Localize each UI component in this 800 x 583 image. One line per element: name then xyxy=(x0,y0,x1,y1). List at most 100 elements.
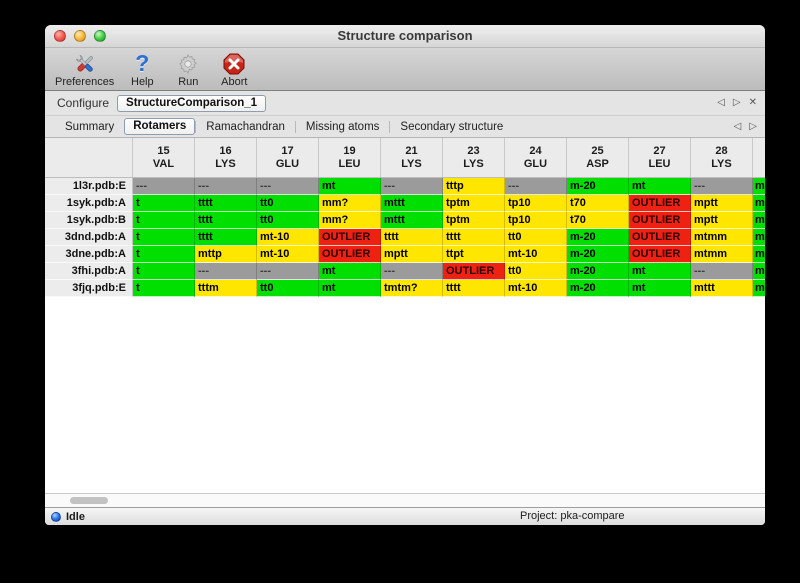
rotamer-cell[interactable]: m-20 xyxy=(567,246,629,263)
tab-rotamers[interactable]: Rotamers xyxy=(124,118,196,135)
rotamer-cell[interactable]: tt0 xyxy=(505,263,567,280)
minimize-button[interactable] xyxy=(74,30,86,42)
rotamer-cell[interactable]: mt xyxy=(629,263,691,280)
configure-next-icon[interactable]: ▷ xyxy=(732,97,741,108)
rotamer-cell[interactable]: m-20 xyxy=(567,229,629,246)
rotamer-cell[interactable]: mttt xyxy=(691,280,753,297)
rotamer-cell[interactable]: tmtm? xyxy=(381,280,443,297)
rotamer-cell[interactable]: mt-10 xyxy=(257,229,319,246)
rotamer-cell[interactable]: tttt xyxy=(195,195,257,212)
row-label[interactable]: 1syk.pdb:B xyxy=(45,212,133,229)
help-button[interactable]: ? Help xyxy=(124,51,160,89)
configure-close-icon[interactable]: ✕ xyxy=(748,97,757,108)
rotamer-cell[interactable]: mm? xyxy=(319,195,381,212)
tab-ramachandran[interactable]: Ramachandran xyxy=(206,120,285,133)
rotamer-cell[interactable]: --- xyxy=(195,263,257,280)
rotamer-cell[interactable]: tptm xyxy=(443,195,505,212)
rotamer-cell[interactable]: t xyxy=(133,229,195,246)
rotamer-cell[interactable]: m xyxy=(753,263,765,280)
rotamer-cell[interactable]: mttp xyxy=(195,246,257,263)
rotamer-cell[interactable]: mptt xyxy=(691,212,753,229)
rotamer-cell[interactable]: tp10 xyxy=(505,195,567,212)
rotamer-cell[interactable]: --- xyxy=(505,178,567,195)
preferences-button[interactable]: Preferences xyxy=(55,51,114,88)
rotamer-cell[interactable]: m-20 xyxy=(567,280,629,297)
rotamer-cell[interactable]: mt xyxy=(319,178,381,195)
tab-missing-atoms[interactable]: Missing atoms xyxy=(305,120,380,133)
rotamer-cell[interactable]: --- xyxy=(691,178,753,195)
rotamer-cell[interactable]: mtmm xyxy=(691,246,753,263)
row-label[interactable]: 3fjq.pdb:E xyxy=(45,280,133,297)
rotamer-cell[interactable]: mttt xyxy=(381,212,443,229)
rotamer-cell[interactable]: tt0 xyxy=(257,195,319,212)
zoom-button[interactable] xyxy=(94,30,106,42)
rotamer-cell[interactable]: tttt xyxy=(195,212,257,229)
abort-button[interactable]: Abort xyxy=(216,51,252,88)
rotamer-cell[interactable]: m xyxy=(753,195,765,212)
rotamer-cell[interactable]: tttt xyxy=(195,229,257,246)
rotamer-cell[interactable]: mtmm xyxy=(691,229,753,246)
rotamer-cell[interactable]: t70 xyxy=(567,212,629,229)
close-button[interactable] xyxy=(54,30,66,42)
rotamer-cell[interactable]: tt0 xyxy=(257,212,319,229)
rotamer-cell[interactable]: mt xyxy=(629,280,691,297)
rotamer-cell[interactable]: mt xyxy=(319,280,381,297)
tab-secondary-structure[interactable]: Secondary structure xyxy=(400,120,504,133)
rotamer-cell[interactable]: tttt xyxy=(443,229,505,246)
rotamer-cell[interactable]: tptm xyxy=(443,212,505,229)
rotamer-cell[interactable]: --- xyxy=(381,263,443,280)
row-label[interactable]: 1syk.pdb:A xyxy=(45,195,133,212)
configure-prev-icon[interactable]: ◁ xyxy=(717,97,725,108)
rotamer-cell[interactable]: m-20 xyxy=(567,263,629,280)
rotamer-cell[interactable]: --- xyxy=(257,178,319,195)
row-label[interactable]: 3fhi.pdb:A xyxy=(45,263,133,280)
rotamer-cell[interactable]: mm? xyxy=(319,212,381,229)
rotamer-cell[interactable]: --- xyxy=(195,178,257,195)
rotamer-cell[interactable]: tt0 xyxy=(505,229,567,246)
rotamer-cell[interactable]: tp10 xyxy=(505,212,567,229)
rotamer-cell[interactable]: t70 xyxy=(567,195,629,212)
rotamer-cell[interactable]: mt xyxy=(319,263,381,280)
rotamer-cell[interactable]: mt-10 xyxy=(257,246,319,263)
rotamer-cell[interactable]: t xyxy=(133,212,195,229)
configure-tab[interactable]: StructureComparison_1 xyxy=(117,94,267,112)
rotamer-cell[interactable]: OUTLIER xyxy=(629,212,691,229)
rotamer-cell[interactable]: tttm xyxy=(195,280,257,297)
rotamer-cell[interactable]: m xyxy=(753,212,765,229)
tab-summary[interactable]: Summary xyxy=(65,120,115,133)
rotamer-cell[interactable]: --- xyxy=(691,263,753,280)
rotamer-cell[interactable]: OUTLIER xyxy=(319,229,381,246)
row-label[interactable]: 3dne.pdb:A xyxy=(45,246,133,263)
horizontal-scrollbar[interactable] xyxy=(45,493,765,507)
row-label[interactable]: 1l3r.pdb:E xyxy=(45,178,133,195)
rotamer-cell[interactable]: t xyxy=(133,280,195,297)
tabs-next-icon[interactable]: ▷ xyxy=(749,120,757,132)
rotamer-cell[interactable]: OUTLIER xyxy=(443,263,505,280)
rotamer-cell[interactable]: mttt xyxy=(381,195,443,212)
run-button[interactable]: Run xyxy=(170,51,206,88)
rotamer-cell[interactable]: OUTLIER xyxy=(629,246,691,263)
rotamer-cell[interactable]: OUTLIER xyxy=(319,246,381,263)
rotamer-cell[interactable]: m xyxy=(753,246,765,263)
tabs-prev-icon[interactable]: ◁ xyxy=(733,120,742,132)
rotamer-cell[interactable]: mt xyxy=(629,178,691,195)
rotamer-cell[interactable]: t xyxy=(133,246,195,263)
rotamer-cell[interactable]: OUTLIER xyxy=(629,229,691,246)
rotamer-cell[interactable]: --- xyxy=(257,263,319,280)
rotamer-cell[interactable]: mt-10 xyxy=(505,280,567,297)
rotamer-cell[interactable]: m-20 xyxy=(567,178,629,195)
rotamer-cell[interactable]: mt-10 xyxy=(505,246,567,263)
rotamer-cell[interactable]: t xyxy=(133,195,195,212)
rotamer-cell[interactable]: m xyxy=(753,280,765,297)
rotamer-cell[interactable]: tttt xyxy=(381,229,443,246)
rotamer-cell[interactable]: tttt xyxy=(443,280,505,297)
rotamer-cell[interactable]: tttp xyxy=(443,178,505,195)
scrollbar-thumb[interactable] xyxy=(70,497,108,504)
rotamer-cell[interactable]: --- xyxy=(381,178,443,195)
rotamer-cell[interactable]: t xyxy=(133,263,195,280)
rotamer-cell[interactable]: m xyxy=(753,229,765,246)
rotamer-cell[interactable]: OUTLIER xyxy=(629,195,691,212)
rotamer-cell[interactable]: mptt xyxy=(691,195,753,212)
rotamer-cell[interactable]: tt0 xyxy=(257,280,319,297)
rotamer-cell[interactable]: --- xyxy=(133,178,195,195)
